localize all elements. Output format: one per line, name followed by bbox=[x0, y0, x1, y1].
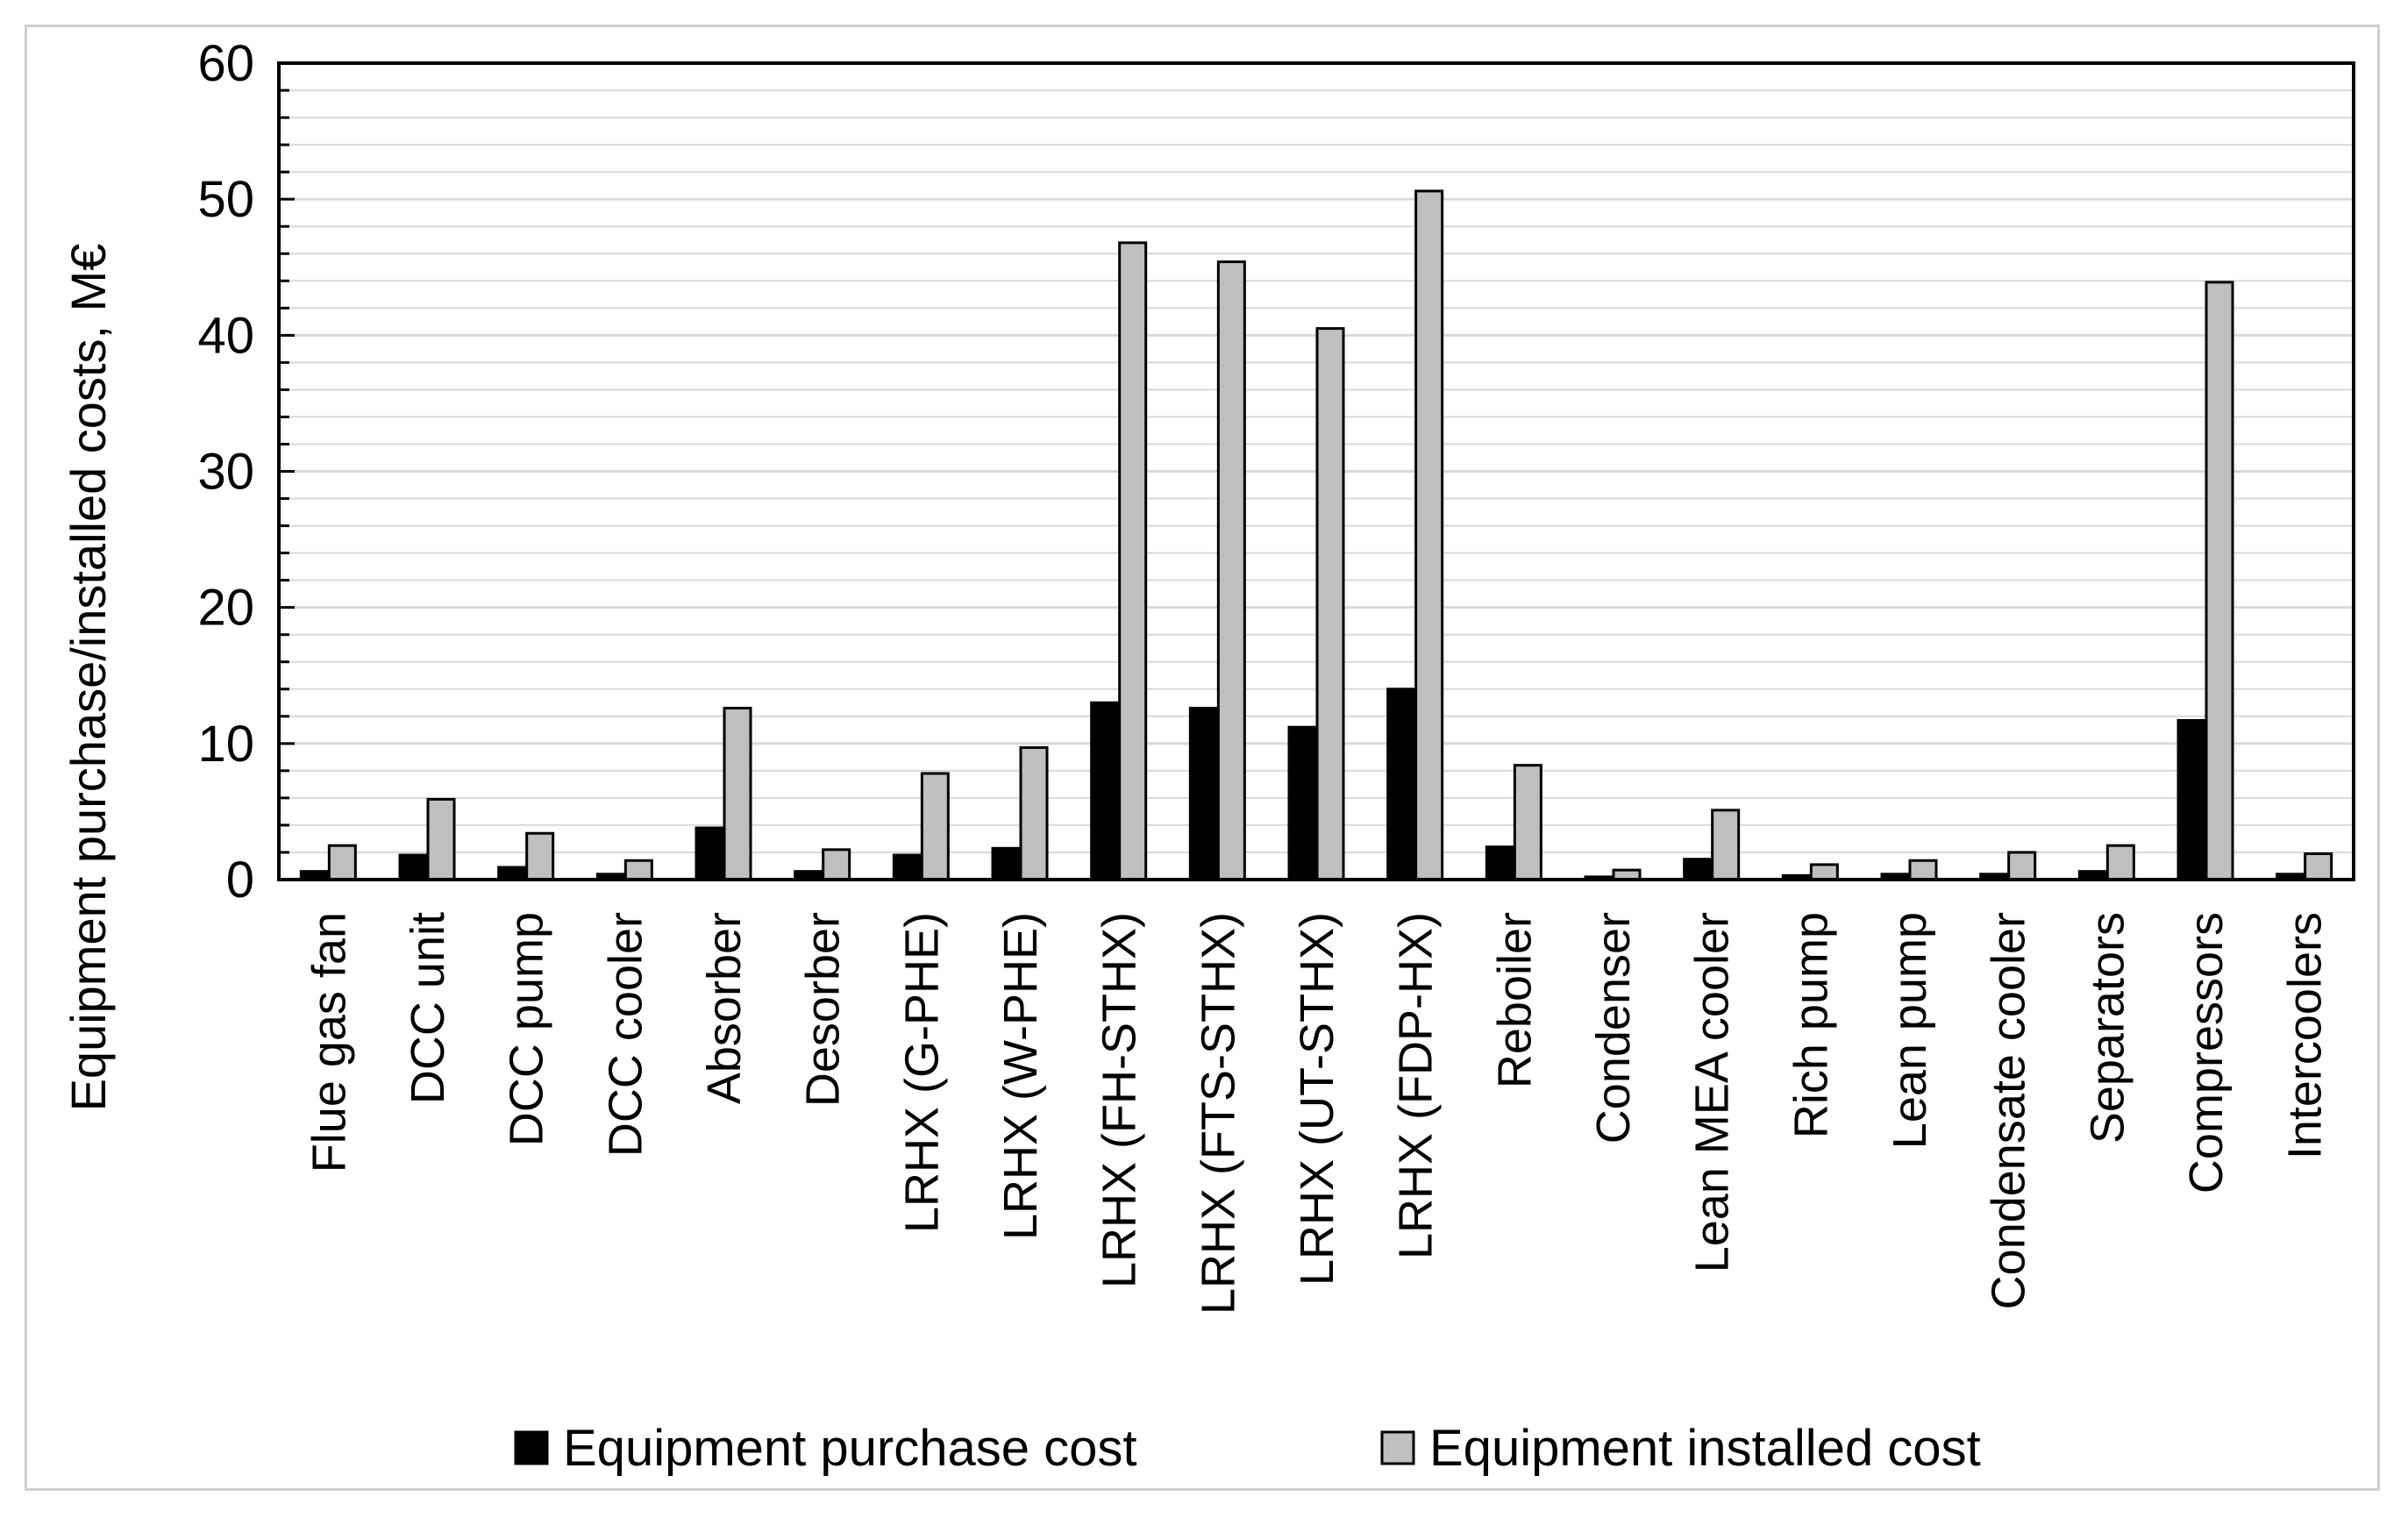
bar-purchase bbox=[892, 853, 922, 881]
bar-installed bbox=[1513, 764, 1542, 881]
bar-purchase bbox=[991, 846, 1021, 881]
x-category-label: Desorber bbox=[797, 912, 850, 1107]
bar-installed bbox=[327, 844, 357, 881]
bar-installed bbox=[426, 797, 456, 881]
bar-installed bbox=[1216, 260, 1246, 881]
x-category-label: Condenser bbox=[1587, 912, 1640, 1144]
bar-installed bbox=[920, 772, 950, 881]
x-category-label: LRHX (FDP-HX) bbox=[1390, 912, 1443, 1259]
bar-installed bbox=[723, 706, 752, 881]
y-tick-label: 40 bbox=[197, 307, 254, 364]
x-category-label: Lean MEA cooler bbox=[1686, 912, 1739, 1272]
x-category-label: LRHX (FH-STHX) bbox=[1094, 912, 1146, 1288]
bar-installed bbox=[1315, 327, 1345, 881]
legend-label: Equipment installed cost bbox=[1429, 1420, 1981, 1477]
legend-swatch bbox=[514, 1430, 549, 1465]
x-category-label: Compressors bbox=[2180, 912, 2233, 1194]
x-category-label: LRHX (UT-STHX) bbox=[1291, 912, 1343, 1286]
bar-purchase bbox=[1188, 706, 1218, 881]
legend-swatch bbox=[1380, 1430, 1415, 1465]
x-category-label: Lean pump bbox=[1884, 912, 1936, 1149]
bar-installed bbox=[2007, 851, 2037, 881]
bar-purchase bbox=[1386, 688, 1416, 881]
bar-purchase bbox=[398, 853, 428, 881]
bar-installed bbox=[525, 831, 555, 881]
y-tick-label: 20 bbox=[197, 580, 254, 637]
bar-installed bbox=[2304, 852, 2333, 881]
x-category-label: DCC unit bbox=[402, 912, 454, 1104]
y-tick-label: 50 bbox=[197, 171, 254, 228]
x-category-label: LRHX (W-PHE) bbox=[994, 912, 1047, 1240]
x-category-label: LRHX (FTS-STHX) bbox=[1192, 912, 1244, 1315]
bar-installed bbox=[623, 859, 653, 881]
legend-label: Equipment purchase cost bbox=[563, 1420, 1136, 1477]
bar-installed bbox=[2105, 844, 2135, 881]
bar-purchase bbox=[695, 826, 724, 881]
bar-installed bbox=[822, 848, 851, 881]
bar-purchase bbox=[1683, 858, 1713, 881]
x-category-label: Absorber bbox=[698, 912, 751, 1104]
x-category-label: Flue gas fan bbox=[303, 912, 355, 1172]
x-axis-category-labels: Flue gas fan DCC unit DCC pump DCC cooler Ab… bbox=[303, 912, 2331, 1315]
bar-purchase bbox=[497, 866, 527, 881]
bar-installed bbox=[1908, 859, 1938, 881]
bar-installed bbox=[2205, 281, 2234, 881]
bar-purchase bbox=[2176, 718, 2206, 881]
y-tick-label: 10 bbox=[197, 716, 254, 773]
y-axis-title: Equipment purchase/installed costs, M€ bbox=[61, 244, 116, 1112]
x-category-label: DCC pump bbox=[501, 912, 553, 1146]
x-category-label: Intercoolers bbox=[2279, 912, 2332, 1159]
x-category-label: LRHX (G-PHE) bbox=[895, 912, 948, 1233]
bar-installed bbox=[1019, 745, 1049, 881]
x-category-label: Separators bbox=[2081, 912, 2134, 1144]
bar-purchase bbox=[1090, 701, 1120, 881]
chart-frame bbox=[25, 25, 2380, 1491]
y-tick-label: 30 bbox=[197, 444, 254, 501]
legend: Equipment purchase cost Equipment install… bbox=[514, 1420, 1981, 1477]
x-category-label: Rich pump bbox=[1785, 912, 1837, 1138]
y-axis-ticks: 0 10 20 30 40 50 60 bbox=[197, 35, 295, 909]
bar-purchase bbox=[1485, 845, 1514, 881]
x-category-label: DCC cooler bbox=[599, 912, 652, 1157]
bar-installed bbox=[1711, 809, 1741, 881]
x-category-label: Condensate cooler bbox=[1983, 912, 2035, 1309]
bar-purchase bbox=[1287, 725, 1317, 881]
bar-installed bbox=[1118, 241, 1148, 881]
y-tick-label: 60 bbox=[197, 35, 254, 92]
bar-installed bbox=[1414, 189, 1444, 881]
bar-installed bbox=[1809, 863, 1839, 881]
y-tick-label: 0 bbox=[226, 852, 254, 909]
bars bbox=[299, 189, 2333, 881]
x-category-label: Reboiler bbox=[1488, 912, 1541, 1088]
